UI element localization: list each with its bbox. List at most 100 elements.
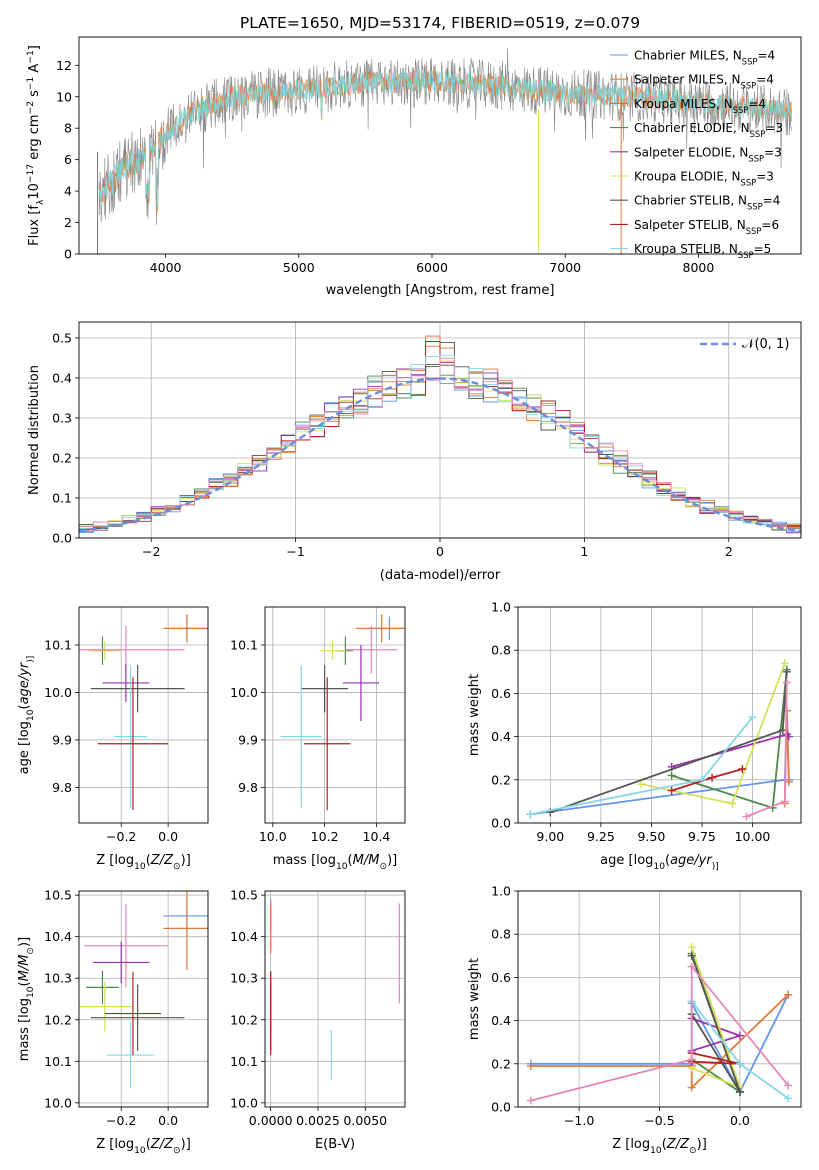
y-tick-label: 10.3 — [44, 971, 72, 986]
axes-frame — [78, 321, 802, 539]
weight-series — [530, 994, 789, 1090]
weight-point — [748, 713, 757, 722]
x-tick-label: 2 — [725, 544, 733, 559]
x-tick-label: 10.4 — [363, 829, 391, 844]
y-tick-label: 0.4 — [52, 371, 72, 386]
x-tick-label: 4000 — [150, 260, 182, 275]
x-tick-label: 10.0 — [259, 829, 287, 844]
y-tick-label: 10.4 — [230, 929, 258, 944]
weight-point — [784, 1081, 793, 1090]
weight-point — [784, 1094, 793, 1103]
weight-series — [671, 733, 790, 768]
y-tick-label: 10.3 — [230, 971, 258, 986]
weight-point — [687, 943, 696, 952]
axes-frame — [517, 606, 802, 824]
y-tick-label: 0.5 — [52, 331, 72, 346]
x-tick-label: 9.50 — [637, 829, 665, 844]
y-tick-label: 10.4 — [44, 929, 72, 944]
weight-point — [735, 1059, 744, 1068]
y-axis-label: mass [log10(M/M⊙)] — [17, 937, 36, 1061]
y-tick-label: 10.0 — [230, 1095, 258, 1110]
y-tick-label: 9.9 — [52, 732, 72, 747]
y-tick-label: 0.0 — [52, 531, 72, 546]
legend-entry: Salpeter MILES, NSSP=4 — [634, 73, 774, 91]
axes-frame — [264, 606, 406, 824]
axes-frame — [78, 890, 209, 1108]
weight-point — [526, 1096, 535, 1105]
weight-series — [529, 710, 790, 816]
x-tick-label: −0.5 — [644, 1113, 674, 1128]
y-tick-label: 6 — [64, 152, 72, 167]
x-tick-label: 1 — [580, 544, 588, 559]
y-tick-label: 0.4 — [491, 1013, 511, 1028]
y-tick-label: 0 — [64, 247, 72, 262]
mass-weight-vs-metallicity-panel: −1.0 −0.5 0.0 0.0 0.2 0.4 0.6 0.8 1.0 Z [log10(Z/… — [467, 884, 802, 1156]
x-tick-label: −1 — [286, 544, 304, 559]
y-tick-label: 10.2 — [44, 1012, 72, 1027]
spectrum-lines — [97, 47, 793, 254]
weight-point — [728, 799, 737, 808]
spectrum-line — [99, 70, 793, 214]
y-tick-label: 9.9 — [238, 732, 258, 747]
weight-point — [742, 812, 751, 821]
x-tick-label: 0.0 — [730, 1113, 750, 1128]
x-tick-label: 8000 — [683, 260, 715, 275]
y-tick-label: 10.0 — [44, 1095, 72, 1110]
y-tick-label: 10.0 — [230, 685, 258, 700]
y-tick-label: 0.2 — [491, 772, 511, 787]
weight-point — [637, 780, 646, 789]
spectrum-panel: 4000 5000 6000 7000 8000 0 2 4 6 8 10 12 wavelength … — [26, 36, 802, 298]
y-tick-label: 10.5 — [230, 888, 258, 903]
spectrum-line — [98, 47, 792, 225]
weight-point — [738, 765, 747, 773]
axes-frame — [78, 606, 209, 824]
weight-point — [687, 962, 696, 971]
weight-point — [667, 786, 676, 795]
weight-point — [697, 775, 706, 784]
x-axis-label: mass [log10(M/M⊙)] — [273, 853, 397, 872]
weight-lines — [526, 943, 793, 1105]
weight-point — [687, 1055, 696, 1064]
y-tick-label: 2 — [64, 215, 72, 230]
y-tick-label: 10.5 — [44, 888, 72, 903]
figure-title: PLATE=1650, MJD=53174, FIBERID=0519, z=0… — [240, 14, 640, 32]
legend-entry: Chabrier MILES, NSSP=4 — [634, 49, 775, 67]
legend-entry: Kroupa MILES, NSSP=4 — [634, 97, 766, 115]
x-tick-label: 0.0 — [158, 829, 178, 844]
weight-point — [735, 1031, 744, 1040]
axes-frame — [517, 890, 802, 1108]
legend-entry: Salpeter STELIB, NSSP=6 — [634, 218, 779, 236]
y-tick-label: 0.3 — [52, 411, 72, 426]
x-tick-label: 0.0025 — [296, 1113, 340, 1128]
weight-point — [784, 777, 793, 786]
y-tick-label: 0.2 — [491, 1056, 511, 1071]
y-tick-label: 0.6 — [491, 686, 511, 701]
x-tick-label: −0.2 — [106, 1113, 136, 1128]
mass-vs-metallicity-panel: −0.2 0.0 10.0 10.1 10.2 10.3 10.4 10.5 Z [log10(… — [17, 888, 209, 1156]
x-tick-label: 10.00 — [735, 829, 771, 844]
legend-entry: Chabrier STELIB, NSSP=4 — [634, 194, 780, 212]
y-tick-label: 0.1 — [52, 491, 72, 506]
y-tick-label: 9.8 — [238, 780, 258, 795]
y-tick-label: 8 — [64, 121, 72, 136]
y-tick-label: 10.1 — [44, 1054, 72, 1069]
weight-point — [782, 667, 791, 676]
y-tick-label: 0.8 — [491, 927, 511, 942]
weight-point — [687, 1083, 696, 1092]
y-tick-label: 1.0 — [491, 884, 511, 899]
weight-point — [708, 773, 717, 782]
y-tick-label: 0.4 — [491, 729, 511, 744]
x-axis-label: age [log10(age/yr)] — [600, 853, 719, 872]
spectrum-line — [98, 69, 793, 210]
y-axis-label: Normed distribution — [27, 365, 42, 495]
x-tick-label: −0.2 — [106, 829, 136, 844]
x-axis-label: Z [log10(Z/Z⊙)] — [96, 1137, 191, 1156]
x-tick-label: 0.0 — [158, 1113, 178, 1128]
normal-curve — [79, 377, 801, 533]
legend-entry: Chabrier ELODIE, NSSP=3 — [634, 121, 783, 139]
y-tick-label: 10.1 — [230, 1054, 258, 1069]
x-tick-label: −1.0 — [564, 1113, 594, 1128]
legend-entry: Kroupa ELODIE, NSSP=3 — [634, 170, 774, 188]
y-tick-label: 10 — [56, 89, 72, 104]
